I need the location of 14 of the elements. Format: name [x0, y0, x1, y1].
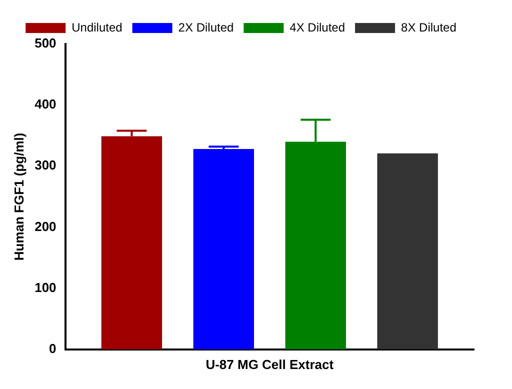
bar	[377, 153, 438, 350]
y-tick-label: 400	[34, 96, 56, 112]
legend-label: Undiluted	[72, 20, 122, 34]
legend-label: 8X Diluted	[401, 20, 456, 34]
y-tick-label: 500	[34, 36, 56, 51]
y-axis-title: Human FGF1 (pg/ml)	[11, 132, 26, 261]
legend-label: 2X Diluted	[178, 20, 234, 34]
legend-label: 4X Diluted	[290, 20, 346, 34]
x-tick-label: U-87 MG Cell Extract	[206, 356, 334, 372]
y-tick-label: 0	[49, 340, 56, 356]
y-tick-label: 300	[34, 158, 56, 173]
y-tick-label: 100	[34, 280, 56, 295]
y-tick-label: 200	[34, 218, 56, 234]
bar	[193, 149, 254, 350]
